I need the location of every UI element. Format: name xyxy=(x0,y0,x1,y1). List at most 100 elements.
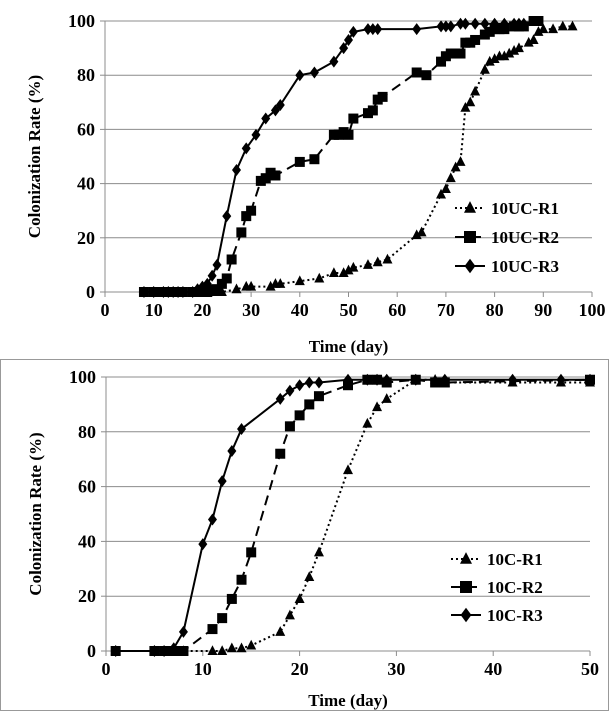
data-point xyxy=(470,34,481,45)
data-point xyxy=(489,53,500,63)
y-tick-label: 60 xyxy=(77,119,95,139)
data-point xyxy=(295,379,305,392)
data-point xyxy=(373,23,383,36)
legend-marker xyxy=(464,231,476,243)
data-point xyxy=(528,34,539,44)
data-point xyxy=(470,85,481,96)
x-tick-label: 80 xyxy=(486,300,504,320)
data-point xyxy=(440,373,450,386)
data-point xyxy=(212,284,223,295)
data-point xyxy=(309,154,320,165)
data-point xyxy=(246,205,257,216)
data-point xyxy=(343,264,354,275)
y-tick-label: 80 xyxy=(78,422,96,442)
legend-entry: 10UC-R3 xyxy=(455,257,559,276)
data-point xyxy=(348,113,359,124)
data-point xyxy=(139,286,149,298)
legend-marker xyxy=(460,552,472,564)
legend-entry: 10C-R1 xyxy=(451,550,543,569)
data-point xyxy=(304,399,315,410)
data-point xyxy=(348,25,358,38)
x-tick-label: 90 xyxy=(534,300,552,320)
data-point xyxy=(445,172,456,183)
data-point xyxy=(411,373,421,386)
data-point xyxy=(412,23,422,36)
legend-marker xyxy=(464,201,476,213)
data-point xyxy=(275,99,285,112)
data-point xyxy=(382,253,393,264)
data-point xyxy=(275,278,286,288)
series-10UC-R3 xyxy=(139,17,529,298)
x-tick-label: 40 xyxy=(291,300,309,320)
chart-panel-top: 0 10 20 30 40 50 60 70 80 90 100 0 20 40 60 80 100 Time (… xyxy=(0,0,609,357)
legend-label: 10UC-R3 xyxy=(491,257,559,276)
series-line xyxy=(143,25,573,293)
y-tick-label: 20 xyxy=(77,228,95,248)
data-point xyxy=(294,593,305,603)
data-point xyxy=(567,20,578,31)
data-point xyxy=(538,23,549,34)
data-point xyxy=(294,156,305,167)
data-point xyxy=(441,20,451,33)
data-point xyxy=(430,377,441,388)
legend-marker xyxy=(460,581,472,593)
data-point xyxy=(513,42,524,53)
legend-marker xyxy=(464,258,476,274)
data-point xyxy=(504,47,515,58)
data-point xyxy=(261,112,271,125)
data-point xyxy=(304,571,315,582)
data-point xyxy=(344,33,353,46)
data-point xyxy=(309,66,319,79)
legend-entry: 10UC-R1 xyxy=(455,199,559,218)
data-point xyxy=(246,280,257,291)
data-point xyxy=(111,645,121,657)
series-10UC-R2 xyxy=(138,16,544,297)
data-point xyxy=(362,259,373,269)
data-point xyxy=(275,626,286,636)
data-point xyxy=(499,17,509,30)
x-tick-label: 50 xyxy=(340,300,358,320)
data-point xyxy=(217,475,227,488)
data-point xyxy=(178,646,189,656)
data-point xyxy=(226,642,237,653)
x-tick-label: 10 xyxy=(145,300,163,320)
x-axis-title: Time (day) xyxy=(308,691,388,710)
data-point xyxy=(163,286,173,298)
data-point xyxy=(251,128,261,141)
legend-entry: 10C-R3 xyxy=(451,606,543,625)
data-point xyxy=(207,645,218,655)
data-point xyxy=(149,286,159,298)
data-point xyxy=(295,69,305,82)
x-tick-label: 0 xyxy=(102,659,111,679)
data-point xyxy=(246,639,257,650)
x-tick-label: 0 xyxy=(101,300,110,320)
data-point xyxy=(294,410,305,421)
series-10UC-R1 xyxy=(138,20,578,296)
data-point xyxy=(236,227,247,238)
data-point xyxy=(227,444,237,457)
data-point xyxy=(329,55,339,68)
data-point xyxy=(363,23,373,36)
data-point xyxy=(158,286,168,298)
data-point xyxy=(270,170,281,181)
data-point xyxy=(314,376,324,389)
y-tick-label: 40 xyxy=(78,531,96,551)
legend-entry: 10C-R2 xyxy=(451,578,543,597)
data-point xyxy=(499,50,510,61)
chart-panel-bottom: 0 10 20 30 40 50 0 20 40 60 80 100 Time (day) Coloniz… xyxy=(0,359,609,711)
data-point xyxy=(455,156,466,166)
colonization-chart-c: 0 10 20 30 40 50 0 20 40 60 80 100 Time (day) Coloniz… xyxy=(26,367,599,710)
x-tick-label: 60 xyxy=(388,300,406,320)
data-point xyxy=(548,23,559,34)
data-point xyxy=(440,183,451,194)
data-point xyxy=(313,546,324,557)
data-point xyxy=(436,188,447,199)
y-tick-label: 60 xyxy=(78,477,96,497)
data-point xyxy=(338,267,349,278)
colonization-chart-uc: 0 10 20 30 40 50 60 70 80 90 100 0 20 40 60 80 100 Time (… xyxy=(25,11,606,356)
data-point xyxy=(202,277,212,290)
data-point xyxy=(523,36,534,47)
data-point xyxy=(237,423,247,436)
data-point xyxy=(207,624,218,635)
x-tick-label: 40 xyxy=(484,659,502,679)
